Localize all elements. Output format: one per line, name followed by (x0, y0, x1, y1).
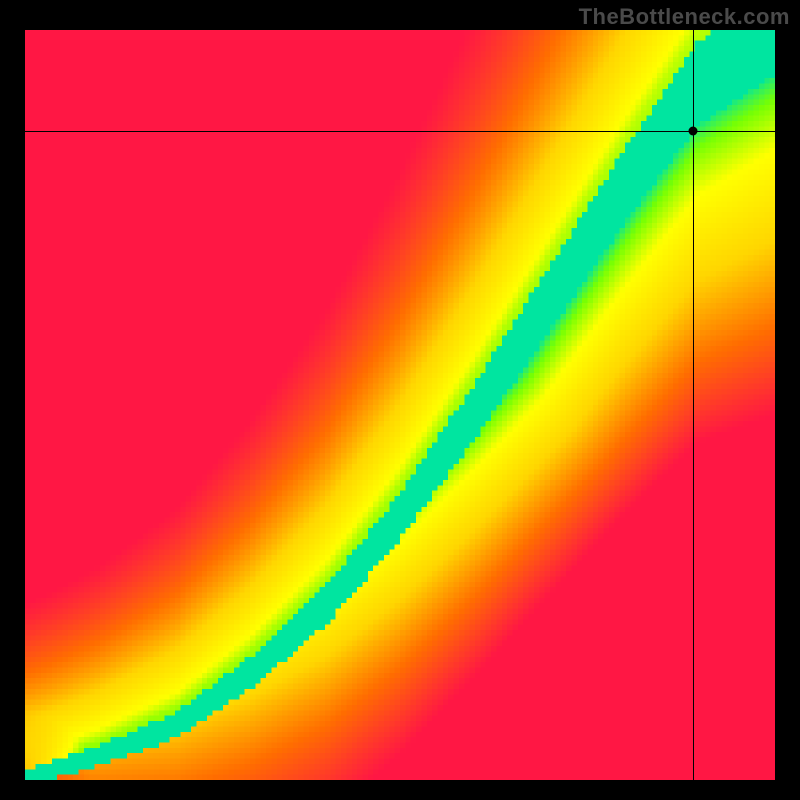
crosshair-horizontal (25, 131, 775, 132)
heatmap-canvas (25, 30, 775, 780)
plot-area (25, 30, 775, 780)
crosshair-dot (688, 127, 697, 136)
chart-container: TheBottleneck.com (0, 0, 800, 800)
crosshair-vertical (693, 30, 694, 780)
watermark-text: TheBottleneck.com (579, 4, 790, 30)
